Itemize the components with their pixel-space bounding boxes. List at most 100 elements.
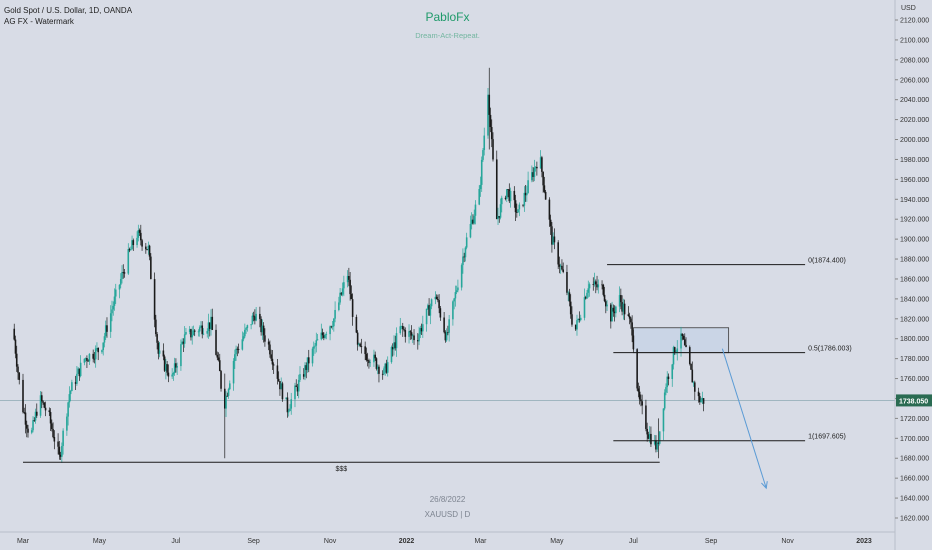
candle-body <box>123 272 126 274</box>
candle-body <box>465 237 468 248</box>
currency-label: USD <box>901 5 916 12</box>
candle-body <box>495 159 498 220</box>
candle-body <box>438 300 440 309</box>
candle-body <box>691 369 694 383</box>
candle-body <box>113 296 116 306</box>
candle-body <box>383 368 385 374</box>
y-tick-label: 2000.000 <box>900 137 929 144</box>
annotations-group: 0(1874.400) 0.5(1786.003) 1(1697.605) $$$ <box>23 258 852 490</box>
candle-body <box>359 343 361 347</box>
candle-body <box>287 410 290 413</box>
candle-body <box>561 265 563 270</box>
candle-body <box>163 356 166 371</box>
candle-body <box>172 372 175 375</box>
candle-body <box>136 237 138 246</box>
candle-body <box>272 364 275 366</box>
candle-body <box>697 391 700 397</box>
candle-body <box>602 284 605 295</box>
candle-body <box>658 431 661 444</box>
candle-body <box>34 411 37 421</box>
candle-body <box>190 329 192 338</box>
candle-body <box>499 204 502 218</box>
candle-body <box>78 368 81 377</box>
y-tick-label: 2060.000 <box>900 77 929 84</box>
candle-body <box>267 341 270 345</box>
candle-body <box>41 395 43 402</box>
candle-body <box>202 333 205 335</box>
candle-body <box>71 382 73 392</box>
candle-body <box>242 336 245 340</box>
candle-body <box>638 391 641 400</box>
candle-body <box>245 328 247 330</box>
y-tick-label: 2020.000 <box>900 117 929 124</box>
candle-body <box>400 325 403 327</box>
candle-body <box>601 284 603 286</box>
candle-body <box>223 388 226 409</box>
candle-body <box>22 379 24 413</box>
candle-body <box>24 412 27 425</box>
candle-body <box>605 301 607 307</box>
candle-body <box>246 325 249 329</box>
candle-body <box>30 430 33 433</box>
candle-body <box>394 342 397 349</box>
candle-body <box>578 318 581 321</box>
candle-body <box>576 320 578 330</box>
candle-body <box>615 306 617 314</box>
candle-body <box>218 360 221 372</box>
symbol-title: Gold Spot / U.S. Dollar, 1D, OANDA <box>4 6 133 15</box>
candle-body <box>162 350 165 357</box>
candle-body <box>355 316 358 333</box>
candle-body <box>92 353 94 359</box>
candle-body <box>220 371 222 389</box>
y-tick-label: 1840.000 <box>900 296 929 303</box>
candle-body <box>584 297 587 299</box>
candle-body <box>648 433 651 439</box>
candle-body <box>500 197 503 205</box>
candle-body <box>526 192 528 196</box>
candle-body <box>536 166 538 169</box>
candle-body <box>553 236 556 243</box>
candles-group <box>13 67 705 463</box>
candle-body <box>296 386 299 392</box>
candle-body <box>509 190 512 202</box>
candle-body <box>483 135 486 151</box>
candle-body <box>217 357 220 361</box>
y-tick-label: 1980.000 <box>900 157 929 164</box>
candle-body <box>685 344 687 348</box>
candle-body <box>111 309 113 314</box>
y-tick-label: 1780.000 <box>900 356 929 363</box>
candle-body <box>386 362 389 373</box>
candle-body <box>640 399 642 402</box>
watermark-date: 26/8/2022 <box>429 495 466 504</box>
candle-body <box>504 197 507 200</box>
candle-body <box>420 328 423 332</box>
candle-body <box>43 402 46 408</box>
candle-body <box>188 329 191 332</box>
candle-body <box>631 322 633 336</box>
candle-body <box>320 332 323 340</box>
candle-body <box>280 383 282 390</box>
candle-body <box>360 346 363 347</box>
candle-body <box>702 398 705 404</box>
x-tick-label: May <box>550 538 564 545</box>
candle-body <box>23 412 26 413</box>
candle-body <box>323 335 325 338</box>
candle-body <box>523 192 526 206</box>
candle-body <box>289 408 291 411</box>
candle-body <box>118 284 121 290</box>
indicator-label: AG FX - Watermark <box>4 17 74 26</box>
candle-body <box>83 358 86 363</box>
candle-body <box>443 317 445 333</box>
candle-body <box>198 327 201 332</box>
candle-body <box>532 172 534 177</box>
candle-body <box>487 94 489 136</box>
candle-body <box>216 354 219 358</box>
candle-body <box>279 381 281 390</box>
candle-body <box>612 307 615 312</box>
candle-body <box>58 446 61 455</box>
candle-body <box>374 354 376 359</box>
candle-body <box>304 365 306 377</box>
candle-body <box>207 322 210 332</box>
candle-body <box>435 296 438 300</box>
